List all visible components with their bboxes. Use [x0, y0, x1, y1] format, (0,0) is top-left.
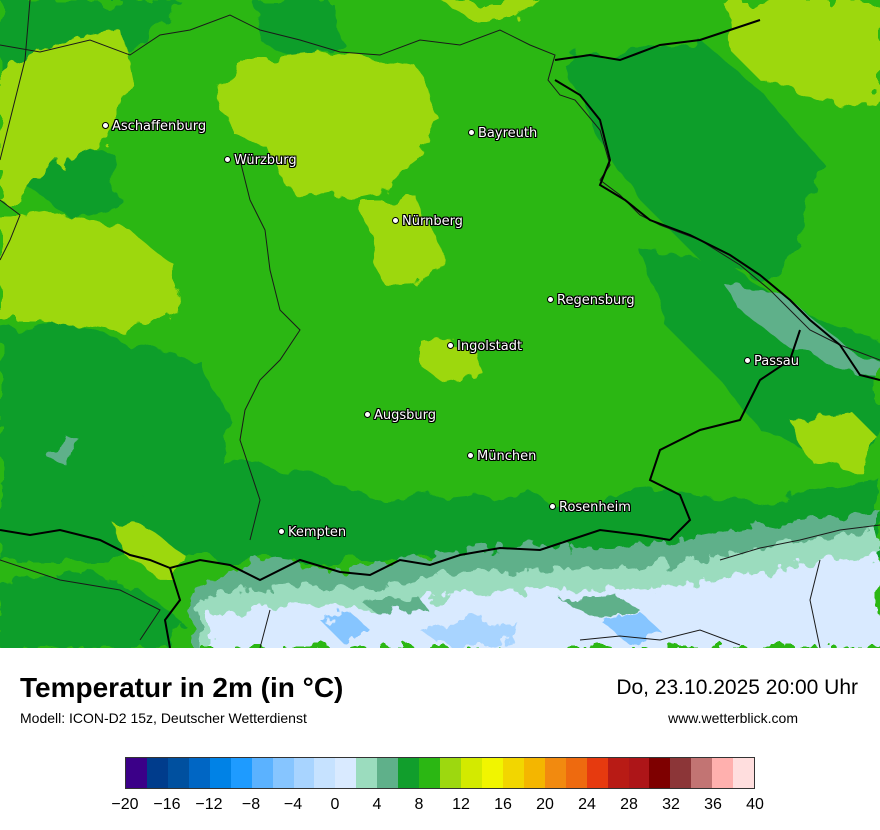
city-label: Passau — [754, 354, 799, 369]
city-label: München — [477, 449, 537, 464]
map-title: Temperatur in 2m (in °C) — [20, 672, 344, 703]
legend-color-cell — [544, 758, 566, 788]
legend-tick-label: 24 — [578, 796, 596, 813]
legend-color-cell — [565, 758, 587, 788]
legend-color-cell — [586, 758, 608, 788]
city-dot-icon — [392, 217, 399, 224]
city-label: Kempten — [288, 525, 347, 540]
legend-tick-label: 28 — [620, 796, 638, 813]
legend-tick-label: 36 — [704, 796, 722, 813]
city-label: Würzburg — [234, 153, 297, 168]
legend-color-cell — [670, 758, 692, 788]
city-dot-icon — [547, 296, 554, 303]
legend-color-cell — [440, 758, 461, 788]
legend-color-cell — [314, 758, 336, 788]
legend-color-cell — [230, 758, 252, 788]
legend-color-cell — [691, 758, 713, 788]
legend-tick-labels: −20 −16 −12 −8 −4 0 4 8 12 16 20 24 28 32 36 40 — [111, 796, 763, 816]
legend-color-cell — [272, 758, 294, 788]
city-dot-icon — [278, 528, 285, 535]
city-marker-muenchen: München — [467, 449, 536, 464]
footer: Temperatur in 2m (in °C) Modell: ICON-D2… — [0, 648, 880, 830]
legend-color-cell — [398, 758, 420, 788]
legend-color-cell — [146, 758, 168, 788]
city-marker-passau: Passau — [744, 354, 799, 369]
legend-color-cell — [419, 758, 441, 788]
city-dot-icon — [468, 129, 475, 136]
city-marker-ingolstadt: Ingolstadt — [447, 339, 522, 354]
legend-tick-label: −16 — [153, 796, 181, 813]
legend-color-cell — [502, 758, 524, 788]
city-marker-regensburg: Regensburg — [547, 293, 635, 308]
city-dot-icon — [467, 452, 474, 459]
city-label: Rosenheim — [559, 500, 631, 515]
legend-tick-label: −12 — [195, 796, 223, 813]
legend-color-cell — [251, 758, 273, 788]
color-scale-legend — [125, 757, 755, 789]
legend-tick-label: 0 — [330, 796, 340, 813]
legend-color-cell — [607, 758, 629, 788]
legend-color-cell — [628, 758, 650, 788]
legend-color-cell — [523, 758, 545, 788]
legend-color-cell — [377, 758, 399, 788]
city-dot-icon — [102, 122, 109, 129]
legend-color-cell — [167, 758, 189, 788]
legend-color-cell — [209, 758, 231, 788]
legend-tick-label: 4 — [372, 796, 382, 813]
temperature-field — [0, 0, 880, 648]
city-label: Aschaffenburg — [112, 119, 207, 134]
legend-color-cell — [293, 758, 315, 788]
city-marker-aschaffenburg: Aschaffenburg — [102, 119, 206, 134]
city-marker-nuernberg: Nürnberg — [392, 214, 463, 229]
alps-cold-region — [0, 510, 880, 648]
city-label: Augsburg — [374, 408, 437, 423]
legend-tick-label: 8 — [414, 796, 424, 813]
city-dot-icon — [549, 503, 556, 510]
legend-color-cell — [126, 758, 147, 788]
city-label: Ingolstadt — [457, 339, 523, 354]
forecast-datetime: Do, 23.10.2025 20:00 Uhr — [616, 676, 858, 699]
legend-tick-label: −4 — [283, 796, 303, 813]
city-label: Regensburg — [557, 293, 635, 308]
legend-color-cell — [649, 758, 671, 788]
legend-tick-label: 40 — [746, 796, 764, 813]
city-marker-augsburg: Augsburg — [364, 408, 436, 423]
city-marker-wuerzburg: Würzburg — [224, 153, 297, 168]
legend-tick-label: 20 — [536, 796, 554, 813]
model-source: Modell: ICON-D2 15z, Deutscher Wetterdie… — [20, 710, 307, 726]
temperature-areas — [0, 0, 880, 580]
city-marker-rosenheim: Rosenheim — [549, 500, 631, 515]
legend-color-cell — [733, 758, 755, 788]
site-url: www.wetterblick.com — [668, 710, 798, 726]
city-dot-icon — [744, 357, 751, 364]
legend-tick-label: 32 — [662, 796, 680, 813]
legend-color-cell — [461, 758, 482, 788]
legend-color-cell — [188, 758, 210, 788]
legend-color-cell — [712, 758, 734, 788]
weather-map: Aschaffenburg Bayreuth Würzburg Nürnberg… — [0, 0, 880, 648]
city-dot-icon — [364, 411, 371, 418]
legend-color-cell — [356, 758, 378, 788]
legend-color-cell — [335, 758, 357, 788]
borders — [0, 0, 880, 648]
legend-tick-label: 12 — [452, 796, 470, 813]
legend-tick-label: 16 — [494, 796, 512, 813]
city-label: Bayreuth — [478, 126, 538, 141]
legend-tick-label: −8 — [241, 796, 261, 813]
legend-tick-label: −20 — [111, 796, 139, 813]
city-marker-bayreuth: Bayreuth — [468, 126, 537, 141]
city-marker-kempten: Kempten — [278, 525, 346, 540]
legend-color-cell — [481, 758, 503, 788]
city-dot-icon — [224, 156, 231, 163]
city-dot-icon — [447, 342, 454, 349]
city-label: Nürnberg — [402, 214, 463, 229]
